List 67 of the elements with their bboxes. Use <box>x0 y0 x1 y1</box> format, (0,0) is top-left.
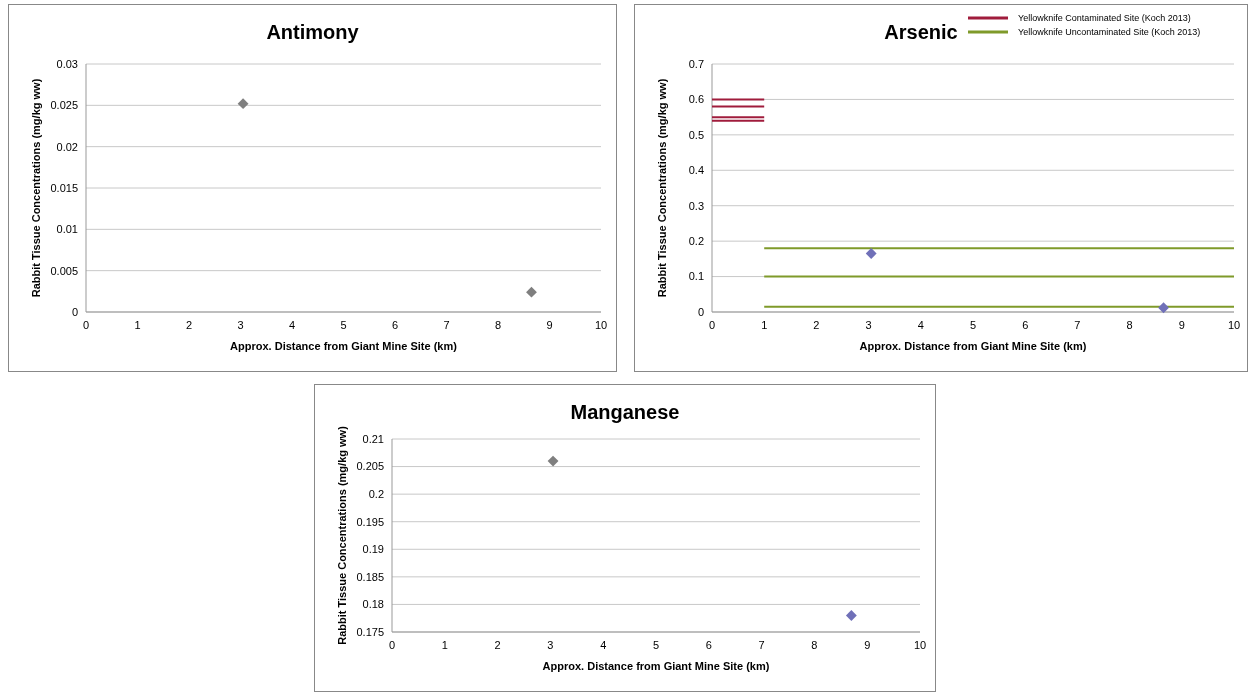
y-tick-label: 0.195 <box>356 515 384 528</box>
x-tick-label: 6 <box>705 639 712 651</box>
x-tick-label: 10 <box>594 319 608 331</box>
x-tick-label: 3 <box>237 319 244 331</box>
x-tick-label: 9 <box>1178 319 1185 331</box>
chart-title: Antimony <box>266 21 360 43</box>
x-tick-label: 8 <box>1126 319 1133 331</box>
y-tick-label: 0.015 <box>50 181 78 194</box>
x-tick-label: 8 <box>811 639 818 651</box>
x-tick-label: 1 <box>441 639 448 651</box>
x-tick-label: 7 <box>443 319 450 331</box>
x-tick-label: 2 <box>813 319 820 331</box>
x-tick-label: 9 <box>864 639 871 651</box>
y-tick-label: 0 <box>697 305 704 318</box>
y-axis-title: Rabbit Tissue Concentrations (mg/kg ww) <box>656 78 668 298</box>
x-tick-label: 0 <box>388 639 396 651</box>
y-tick-label: 0.7 <box>688 57 704 70</box>
x-tick-label: 1 <box>761 319 768 331</box>
x-tick-label: 5 <box>652 639 660 651</box>
x-tick-label: 3 <box>865 319 872 331</box>
y-tick-label: 0.175 <box>356 625 384 638</box>
y-tick-label: 0.3 <box>688 199 704 212</box>
chart-title: Manganese <box>570 401 680 423</box>
y-tick-label: 0.02 <box>56 140 78 153</box>
y-tick-label: 0.2 <box>688 234 704 247</box>
chart-title: Arsenic <box>884 21 958 43</box>
x-tick-label: 1 <box>134 319 141 331</box>
y-tick-label: 0.2 <box>368 487 384 500</box>
y-tick-label: 0.5 <box>688 128 704 141</box>
x-tick-label: 4 <box>917 319 924 331</box>
y-tick-label: 0.005 <box>50 264 78 277</box>
x-tick-label: 9 <box>546 319 553 331</box>
legend-label: Yellowknife Contaminated Site (Koch 2013) <box>1018 13 1191 24</box>
y-tick-label: 0.19 <box>362 543 384 556</box>
x-tick-label: 3 <box>547 639 554 651</box>
y-tick-label: 0.01 <box>56 223 78 236</box>
legend-label: Yellowknife Uncontaminated Site (Koch 2013) <box>1018 27 1201 38</box>
y-tick-label: 0.1 <box>688 270 704 283</box>
y-tick-label: 0 <box>71 305 78 318</box>
y-tick-label: 0.4 <box>688 164 704 177</box>
x-tick-label: 4 <box>600 639 607 651</box>
x-tick-label: 6 <box>1022 319 1029 331</box>
x-tick-label: 10 <box>913 639 927 651</box>
x-tick-label: 7 <box>1074 319 1081 331</box>
x-tick-label: 5 <box>340 319 347 331</box>
y-tick-label: 0.18 <box>362 598 384 611</box>
x-tick-label: 6 <box>391 319 399 331</box>
y-tick-label: 0.205 <box>356 460 384 473</box>
x-tick-label: 5 <box>969 319 977 331</box>
y-axis-title: Rabbit Tissue Concentrations (mg/kg ww) <box>30 78 42 298</box>
y-tick-label: 0.025 <box>50 99 78 112</box>
y-tick-label: 0.185 <box>356 570 384 583</box>
y-tick-label: 0.03 <box>56 57 78 70</box>
x-tick-label: 10 <box>1227 319 1241 331</box>
x-tick-label: 2 <box>185 319 193 331</box>
x-axis-title: Approx. Distance from Giant Mine Site (km) <box>230 340 458 352</box>
x-tick-label: 0 <box>82 319 90 331</box>
x-tick-label: 7 <box>758 639 765 651</box>
x-axis-title: Approx. Distance from Giant Mine Site (km) <box>542 660 770 672</box>
x-tick-label: 8 <box>494 319 502 331</box>
x-tick-label: 0 <box>708 319 716 331</box>
y-tick-label: 0.6 <box>688 93 704 106</box>
y-tick-label: 0.21 <box>362 432 384 445</box>
x-tick-label: 2 <box>494 639 501 651</box>
x-axis-title: Approx. Distance from Giant Mine Site (km) <box>859 340 1087 352</box>
x-tick-label: 4 <box>288 319 296 331</box>
y-axis-title: Rabbit Tissue Concentrations (mg/kg ww) <box>336 425 348 645</box>
